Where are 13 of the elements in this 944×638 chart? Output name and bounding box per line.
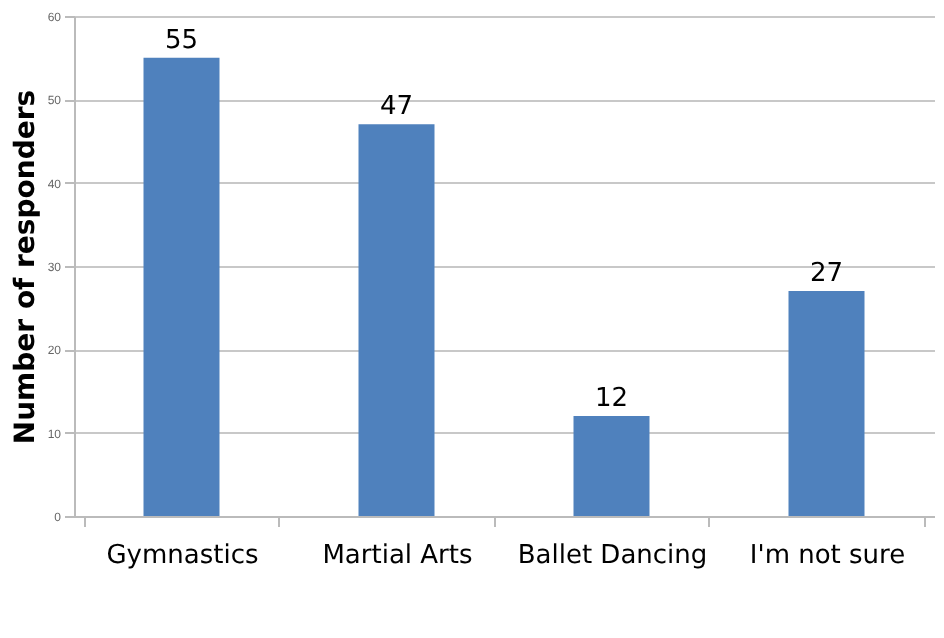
bar [573, 416, 650, 516]
data-label: 12 [594, 384, 629, 414]
x-tick-label: Gymnastics [106, 541, 259, 571]
x-tick-label: Ballet Dancing [517, 541, 708, 571]
data-label: 47 [379, 92, 414, 123]
bar [788, 291, 865, 516]
y-axis-title: Number of responders [9, 89, 42, 445]
x-tick-label: I'm not sure [749, 541, 906, 571]
bar [143, 57, 220, 516]
bar [358, 124, 435, 516]
data-label: 27 [809, 259, 844, 289]
data-label: 55 [164, 25, 199, 56]
x-tick-label: Martial Arts [322, 541, 473, 571]
